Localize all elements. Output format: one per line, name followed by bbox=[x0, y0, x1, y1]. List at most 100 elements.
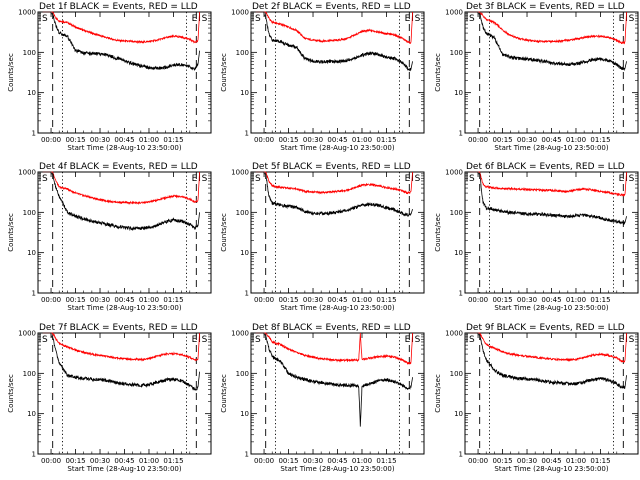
end-marker-s-label: S bbox=[415, 335, 421, 345]
y-tick-label: 1000 bbox=[231, 330, 249, 338]
x-tick-label: 00:45 bbox=[327, 296, 347, 304]
x-tick-label: 00:15 bbox=[65, 457, 85, 465]
x-tick-label: 01:15 bbox=[163, 296, 183, 304]
y-tick-label: 1000 bbox=[18, 9, 36, 17]
x-tick-label: 01:15 bbox=[163, 136, 183, 144]
y-axis-label: Counts/sec bbox=[7, 53, 15, 92]
panel-5: Det 5f BLACK = Events, RED = LLD 1 10 100 10… bbox=[220, 162, 425, 312]
x-tick-label: 01:15 bbox=[590, 457, 610, 465]
y-tick-label: 1000 bbox=[231, 9, 249, 17]
x-tick-label: 01:00 bbox=[352, 457, 372, 465]
end-marker-s-label: S bbox=[415, 174, 421, 184]
y-tick-label: 1 bbox=[32, 451, 36, 459]
y-axis-label: Counts/sec bbox=[220, 374, 228, 413]
x-tick-label: 00:45 bbox=[327, 457, 347, 465]
panel-7: Det 7f BLACK = Events, RED = LLD 1 10 100 10… bbox=[7, 323, 212, 473]
x-tick-label: 01:15 bbox=[163, 457, 183, 465]
y-tick-label: 100 bbox=[236, 370, 249, 378]
lld-series-line bbox=[255, 11, 413, 45]
y-axis-label: Counts/sec bbox=[434, 53, 442, 92]
plot-frame bbox=[37, 332, 212, 455]
x-tick-label: 00:00 bbox=[254, 136, 274, 144]
y-tick-label: 100 bbox=[236, 49, 249, 57]
x-tick-label: 01:00 bbox=[352, 296, 372, 304]
y-tick-label: 100 bbox=[23, 209, 36, 217]
y-axis-label: Counts/sec bbox=[434, 374, 442, 413]
x-axis-label: Start Time (28-Aug-10 23:50:00) bbox=[67, 144, 181, 152]
y-axis-label: Counts/sec bbox=[220, 213, 228, 252]
x-tick-label: 00:00 bbox=[468, 457, 488, 465]
y-tick-label: 1 bbox=[245, 451, 249, 459]
events-series-line bbox=[469, 171, 627, 226]
plot-frame bbox=[250, 11, 425, 134]
y-tick-label: 10 bbox=[27, 249, 36, 257]
events-series-line bbox=[255, 11, 413, 72]
panel-3: Det 3f BLACK = Events, RED = LLD 1 10 100 10… bbox=[434, 2, 639, 152]
start-marker-label: S bbox=[255, 335, 261, 345]
panel-1: Det 1f BLACK = Events, RED = LLD 1 10 100 10… bbox=[7, 2, 212, 152]
lld-series-line bbox=[42, 11, 200, 45]
panel-title: Det 1f BLACK = Events, RED = LLD bbox=[39, 2, 198, 12]
x-tick-label: 01:00 bbox=[139, 136, 159, 144]
lld-series-line bbox=[42, 332, 200, 362]
x-tick-label: 01:15 bbox=[376, 136, 396, 144]
y-tick-label: 1 bbox=[32, 130, 36, 138]
lld-series-line bbox=[469, 11, 627, 45]
y-tick-label: 1 bbox=[459, 290, 463, 298]
start-marker-label: S bbox=[255, 14, 261, 24]
events-series-line bbox=[255, 332, 413, 427]
panel-4: Det 4f BLACK = Events, RED = LLD 1 10 100 10… bbox=[7, 162, 212, 312]
panel-9: Det 9f BLACK = Events, RED = LLD 1 10 100 10… bbox=[434, 323, 639, 473]
x-tick-label: 01:15 bbox=[590, 136, 610, 144]
x-tick-label: 00:30 bbox=[303, 296, 323, 304]
x-tick-label: 00:30 bbox=[90, 136, 110, 144]
x-tick-label: 00:00 bbox=[41, 136, 61, 144]
end-marker-s-label: S bbox=[202, 335, 208, 345]
events-series-line bbox=[469, 11, 627, 71]
x-tick-label: 00:15 bbox=[492, 296, 512, 304]
y-tick-label: 1 bbox=[459, 451, 463, 459]
panel-title: Det 8f BLACK = Events, RED = LLD bbox=[252, 323, 411, 333]
x-tick-label: 01:00 bbox=[566, 136, 586, 144]
panel-6: Det 6f BLACK = Events, RED = LLD 1 10 100 10… bbox=[434, 162, 639, 312]
start-marker-label: S bbox=[469, 174, 475, 184]
x-tick-label: 00:15 bbox=[65, 136, 85, 144]
x-tick-label: 00:15 bbox=[492, 457, 512, 465]
y-tick-label: 1000 bbox=[18, 169, 36, 177]
x-axis-label: Start Time (28-Aug-10 23:50:00) bbox=[67, 304, 181, 312]
x-tick-label: 00:00 bbox=[254, 296, 274, 304]
x-tick-label: 00:15 bbox=[65, 296, 85, 304]
y-tick-label: 10 bbox=[454, 410, 463, 418]
x-tick-label: 00:45 bbox=[114, 296, 134, 304]
y-tick-label: 10 bbox=[454, 89, 463, 97]
x-axis-label: Start Time (28-Aug-10 23:50:00) bbox=[280, 465, 394, 473]
x-tick-label: 01:00 bbox=[352, 136, 372, 144]
x-tick-label: 00:45 bbox=[327, 136, 347, 144]
panel-title: Det 5f BLACK = Events, RED = LLD bbox=[252, 162, 411, 172]
end-marker-label: E bbox=[405, 14, 411, 24]
y-tick-label: 1000 bbox=[18, 330, 36, 338]
panel-title: Det 7f BLACK = Events, RED = LLD bbox=[39, 323, 198, 333]
x-tick-label: 00:30 bbox=[303, 457, 323, 465]
y-tick-label: 100 bbox=[236, 209, 249, 217]
lld-series-line bbox=[42, 171, 200, 205]
y-tick-label: 1 bbox=[245, 290, 249, 298]
x-tick-label: 01:00 bbox=[139, 296, 159, 304]
x-tick-label: 00:30 bbox=[517, 296, 537, 304]
y-axis-label: Counts/sec bbox=[220, 53, 228, 92]
y-tick-label: 1 bbox=[245, 130, 249, 138]
end-marker-label: E bbox=[619, 174, 625, 184]
y-tick-label: 1000 bbox=[445, 9, 463, 17]
end-marker-label: E bbox=[619, 14, 625, 24]
y-tick-label: 1000 bbox=[445, 330, 463, 338]
lld-series-line bbox=[255, 171, 413, 195]
end-marker-label: E bbox=[405, 335, 411, 345]
panel-title: Det 2f BLACK = Events, RED = LLD bbox=[252, 2, 411, 12]
x-tick-label: 01:15 bbox=[590, 296, 610, 304]
x-tick-label: 00:30 bbox=[517, 457, 537, 465]
x-tick-label: 00:00 bbox=[41, 457, 61, 465]
y-tick-label: 1000 bbox=[231, 169, 249, 177]
y-tick-label: 100 bbox=[450, 49, 463, 57]
y-tick-label: 10 bbox=[240, 249, 249, 257]
